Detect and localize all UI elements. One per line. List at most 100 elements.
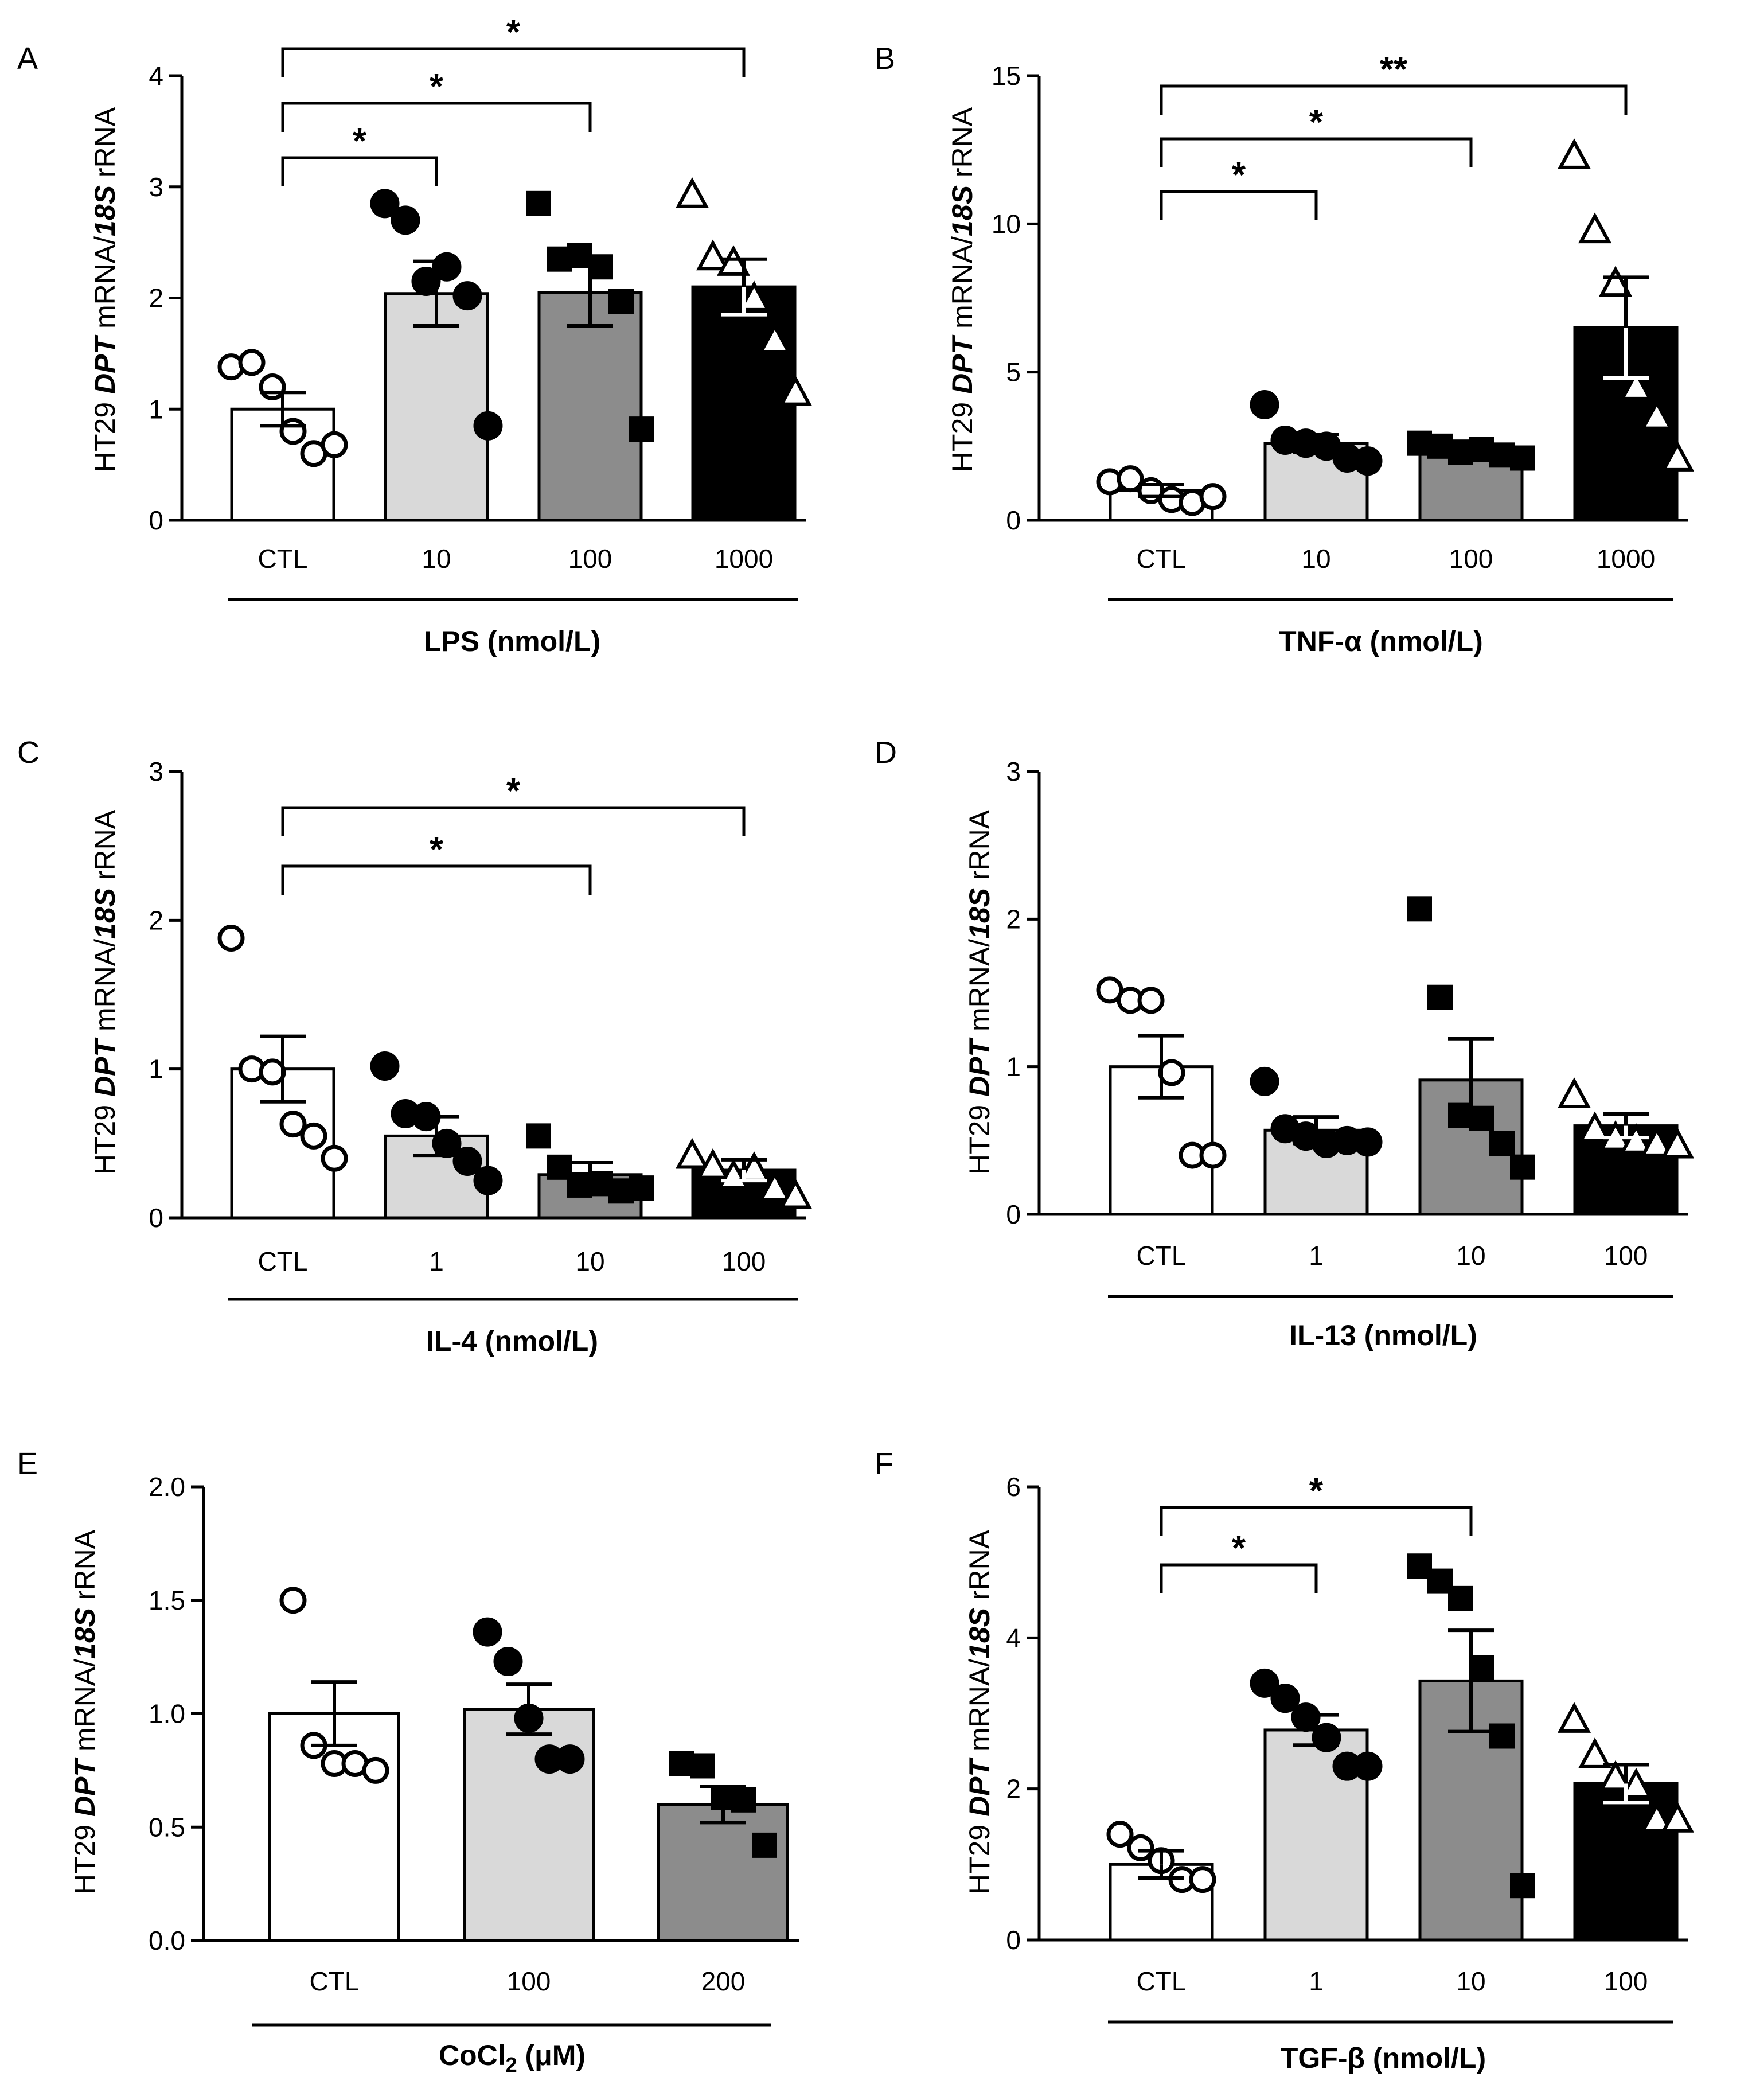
- panel-c-sig-bracket: [281, 806, 746, 836]
- panel-c-label: C: [17, 735, 40, 770]
- panel-a-category-label: 100: [568, 544, 612, 574]
- panel-e-xlabel-sub: 2: [506, 2053, 517, 2076]
- panel-a-sig-star: *: [506, 13, 521, 52]
- panel-a-ylabel: HT29 DPT mRNA/18S rRNA: [89, 107, 121, 472]
- panel-a-point: [629, 416, 654, 442]
- ylabel-gene: DPT: [963, 1756, 996, 1816]
- panel-f-y-tick-label: 2: [1006, 1774, 1021, 1804]
- panel-c-sig-star: *: [430, 830, 444, 870]
- panel-a-sig-star: *: [353, 122, 367, 161]
- panel-c-point: [259, 1058, 286, 1086]
- panel-f-point: [1578, 1737, 1612, 1768]
- panel-f-point: [1353, 1751, 1383, 1781]
- panel-a-y-tick-label: 1: [149, 394, 163, 424]
- panel-b-sig-star: **: [1380, 50, 1408, 89]
- ylabel-middle: mRNA/: [69, 1659, 101, 1759]
- panel-f-point: [1489, 1723, 1515, 1749]
- panel-f-sig-star: *: [1232, 1529, 1246, 1568]
- svg-text:HT29 DPT mRNA/18S rRNA: HT29 DPT mRNA/18S rRNA: [89, 107, 121, 472]
- panel-c-y-tick-label: 2: [149, 905, 163, 935]
- panel-b-point: [1619, 369, 1653, 400]
- svg-text:HT29 DPT mRNA/18S rRNA: HT29 DPT mRNA/18S rRNA: [69, 1529, 101, 1895]
- panel-f-y-tick-label: 4: [1006, 1623, 1021, 1653]
- panel-e-category-label: 200: [701, 1966, 746, 1996]
- panel-b-category-label: CTL: [1137, 544, 1187, 574]
- panel-c-sig-bracket: [281, 864, 592, 895]
- panel-d-point: [1469, 1105, 1494, 1131]
- panel-f-point: [1510, 1873, 1535, 1899]
- panel-a-point: [238, 349, 266, 376]
- panel-a-sig-bracket: [281, 156, 438, 186]
- panel-f-y-tick-label: 6: [1006, 1472, 1021, 1502]
- panel-a-point: [696, 239, 730, 271]
- panel-f-point: [1598, 1760, 1633, 1791]
- ylabel-middle: mRNA/: [89, 236, 121, 337]
- panel-a-point: [675, 177, 709, 208]
- panel-e-point: [752, 1832, 777, 1858]
- panel-b-point: [1510, 445, 1535, 471]
- panel-c-point: [279, 1111, 307, 1138]
- ylabel-middle: mRNA/: [89, 939, 121, 1039]
- panel-c-point: [778, 1178, 813, 1209]
- panel-f-point: [1469, 1655, 1494, 1681]
- panel-e-category-label: 100: [507, 1966, 551, 1996]
- panel-d-label: D: [875, 735, 897, 770]
- panel-d-point: [1158, 1059, 1185, 1086]
- panel-d-point: [1353, 1127, 1383, 1157]
- panel-a-category-label: CTL: [258, 544, 308, 574]
- ylabel-suffix: rRNA: [89, 809, 121, 888]
- panel-f-point: [1448, 1585, 1473, 1611]
- panel-f-category-label: 10: [1456, 1966, 1485, 1996]
- panel-f-chart: F HT29 DPT mRNA/18S rRNA TGF-β (nmol/L) …: [875, 1447, 1695, 2074]
- panel-d-xlabel: IL-13 (nmol/L): [1289, 1319, 1477, 1351]
- panel-e-xlabel: CoCl2 (μM): [439, 2039, 586, 2076]
- panel-c-point: [526, 1123, 551, 1149]
- panel-a-xlabel: LPS (nmol/L): [424, 625, 600, 657]
- panel-f-point: [1640, 1802, 1674, 1833]
- panel-d-y-tick-label: 2: [1006, 904, 1021, 934]
- panel-a-point: [259, 373, 286, 400]
- panel-c-point: [473, 1166, 503, 1195]
- panel-b-sig-star: *: [1309, 103, 1324, 142]
- ylabel-prefix: HT29: [963, 1817, 996, 1895]
- panel-d-point: [1489, 1131, 1515, 1156]
- ylabel-suffix: rRNA: [89, 107, 121, 185]
- panel-c-chart: C HT29 DPT mRNA/18S rRNA IL-4 (nmol/L) 0…: [17, 735, 813, 1357]
- panel-e-label: E: [17, 1447, 38, 1481]
- panel-f-xlabel: TGF-β (nmol/L): [1281, 2042, 1486, 2074]
- panel-a-bar-3: [691, 285, 797, 522]
- panel-a-y-tick-label: 4: [149, 61, 163, 91]
- panel-f-point: [1189, 1866, 1216, 1893]
- panel-d-point: [1557, 1077, 1591, 1108]
- panel-f-category-label: 100: [1604, 1966, 1648, 1996]
- panel-c-point: [217, 924, 245, 952]
- panel-b-label: B: [875, 41, 895, 76]
- panel-b-y-tick-label: 15: [992, 61, 1021, 91]
- panel-c-point: [452, 1146, 482, 1176]
- ylabel-ref: 18S: [89, 888, 121, 939]
- panel-b-point: [1640, 399, 1674, 430]
- panel-a-y-tick-label: 3: [149, 172, 163, 202]
- ylabel-ref: 18S: [89, 185, 121, 236]
- panel-d-category-label: CTL: [1137, 1241, 1187, 1271]
- ylabel-prefix: HT29: [69, 1817, 101, 1895]
- panel-e-y-tick-label: 1.5: [149, 1585, 185, 1615]
- panel-a-point: [608, 289, 634, 314]
- panel-e-point: [473, 1617, 502, 1647]
- panel-c-sig-star: *: [506, 772, 521, 811]
- panel-f-point: [1127, 1834, 1154, 1861]
- panel-e-y-tick-label: 0.5: [149, 1812, 185, 1842]
- panel-d-y-tick-label: 1: [1006, 1052, 1021, 1082]
- panel-d-point: [1640, 1126, 1674, 1157]
- panel-a-point: [716, 245, 751, 276]
- panel-e-point: [362, 1756, 389, 1784]
- panel-f-point: [1619, 1767, 1653, 1799]
- panel-a-bar-1: [384, 292, 489, 522]
- panel-e-point: [279, 1587, 307, 1614]
- panel-f-point: [1106, 1821, 1134, 1848]
- panel-b-sig-bracket: [1160, 137, 1473, 167]
- ylabel-ref: 18S: [946, 185, 978, 236]
- panel-f-sig-bracket: [1160, 1506, 1473, 1536]
- panel-c-y-tick-label: 3: [149, 757, 163, 786]
- panel-d-category-label: 1: [1309, 1241, 1324, 1271]
